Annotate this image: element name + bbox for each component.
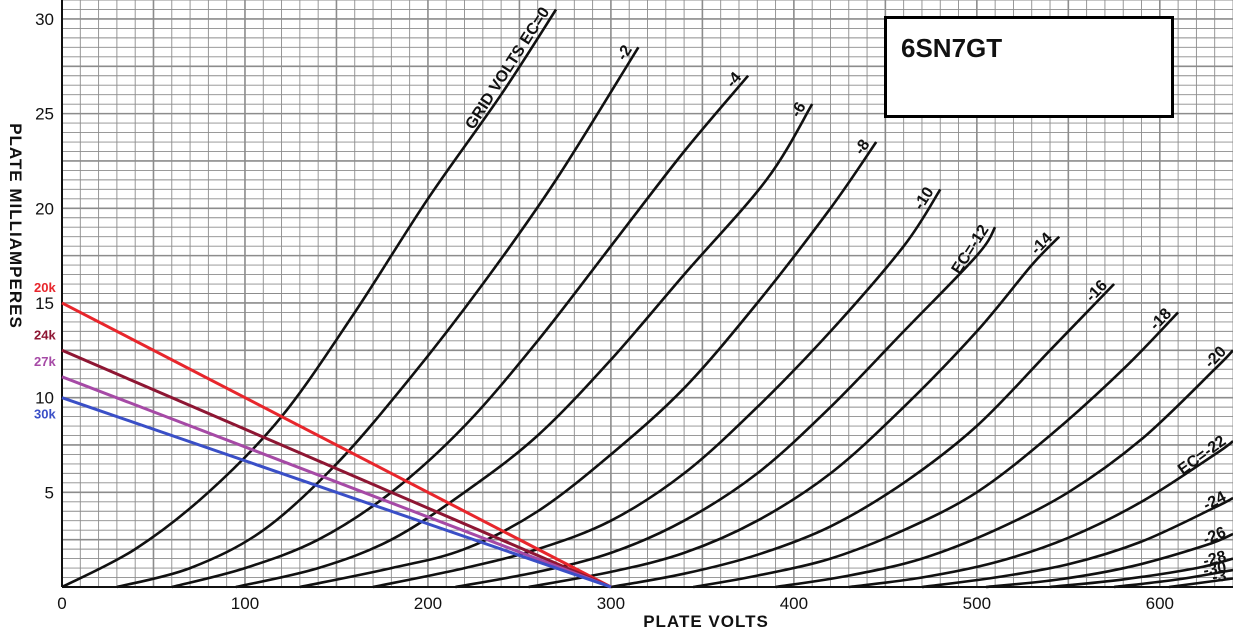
plate-curve xyxy=(61,8,558,589)
curve-label: -2 xyxy=(614,42,636,63)
y-tick-label: 25 xyxy=(35,105,54,124)
load-line-24k xyxy=(61,348,612,589)
x-tick-label: 100 xyxy=(231,594,259,613)
x-tick-label: 300 xyxy=(597,594,625,613)
curve-label: -6 xyxy=(788,99,810,120)
plate-curve xyxy=(985,532,1233,589)
x-tick-label: 0 xyxy=(57,594,66,613)
plate-curve xyxy=(1049,557,1233,589)
load-line-label-24k: 24k xyxy=(34,327,56,342)
load-line-label-27k: 27k xyxy=(34,354,56,369)
y-tick-label: 10 xyxy=(35,389,54,408)
tube-title-box: 6SN7GT xyxy=(884,16,1174,118)
plate-curve xyxy=(848,440,1233,589)
y-tick-label: 5 xyxy=(45,483,54,502)
tick-labels: 0 100 200 300 400 500 600 5 10 15 20 25 30 PLATE VOLT… xyxy=(6,10,1174,631)
y-tick-label: 20 xyxy=(35,199,54,218)
plate-curve xyxy=(775,349,1233,589)
curve-label: -18 xyxy=(1147,305,1175,334)
curve-label: EC=-22 xyxy=(1175,433,1229,479)
y-axis-title: PLATE MILLIAMPERES xyxy=(6,123,25,329)
load-lines: 20k 24k 27k 30k xyxy=(34,280,612,589)
load-line-label-20k: 20k xyxy=(34,280,56,295)
plate-curve xyxy=(610,283,1116,589)
grid xyxy=(61,0,1233,588)
x-tick-label: 500 xyxy=(963,594,991,613)
curve-label: EC=-12 xyxy=(949,222,993,277)
chart-title: 6SN7GT xyxy=(901,33,1003,63)
plate-curve xyxy=(116,46,640,589)
load-line-27k xyxy=(61,375,612,589)
plate-curve xyxy=(235,103,814,589)
plate-curve xyxy=(692,311,1180,589)
load-line-label-30k: 30k xyxy=(34,407,56,422)
plate-curve xyxy=(1168,577,1233,589)
y-tick-label: 15 xyxy=(35,294,54,313)
plate-curve xyxy=(299,141,878,589)
load-line-30k xyxy=(61,396,612,589)
curve-label: -3 xyxy=(1211,568,1227,587)
axes xyxy=(61,0,1233,588)
y-tick-label: 30 xyxy=(35,10,54,29)
curve-label: -8 xyxy=(851,137,873,158)
load-line-20k xyxy=(61,301,612,589)
curve-label: -26 xyxy=(1201,524,1229,549)
x-axis-title: PLATE VOLTS xyxy=(643,612,769,631)
curve-label: -20 xyxy=(1202,343,1230,372)
curve-label: -30 xyxy=(1202,559,1228,580)
plate-curve xyxy=(1113,568,1233,589)
x-tick-label: 600 xyxy=(1146,594,1174,613)
x-tick-label: 200 xyxy=(414,594,442,613)
curve-label: -28 xyxy=(1201,548,1228,570)
plate-curve xyxy=(372,188,942,589)
x-tick-label: 400 xyxy=(780,594,808,613)
plate-curve xyxy=(528,235,1061,589)
plate-curve xyxy=(921,496,1233,589)
plate-curve xyxy=(171,74,750,589)
curve-label: -4 xyxy=(723,69,745,91)
